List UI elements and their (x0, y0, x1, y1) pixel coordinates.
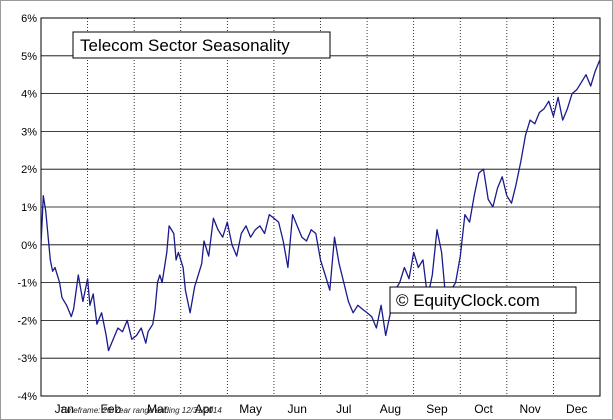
x-axis-ticks: Jan Feb Mar Apr May Jun Jul Aug Sep Oct Nov Dec (55, 402, 588, 416)
x-tick-label: Jan (55, 402, 74, 416)
y-tick-label: 1% (21, 202, 37, 214)
x-tick-label: Mar (147, 402, 168, 416)
y-tick-label: 4% (21, 89, 37, 101)
y-tick-label: 5% (21, 51, 37, 63)
chart-title: Telecom Sector Seasonality (80, 36, 290, 55)
x-tick-label: Oct (474, 402, 493, 416)
y-tick-label: -2% (17, 315, 37, 327)
series-line (40, 59, 601, 352)
x-tick-label: Jul (336, 402, 351, 416)
x-tick-label: Aug (380, 402, 401, 416)
grid-layer (41, 18, 600, 396)
footnote: Timeframe: 20-Year range ending 12/31/20… (60, 406, 222, 415)
title-box (72, 31, 331, 59)
series-layer (40, 59, 601, 352)
x-tick-label: Apr (195, 402, 214, 416)
y-axis-ticks: -4% -3% -2% -1% 0% 1% 2% 3% 4% 5% 6% (17, 13, 37, 403)
y-tick-label: -4% (17, 391, 37, 403)
y-tick-label: -1% (17, 278, 37, 290)
x-tick-label: May (239, 402, 262, 416)
x-tick-label: Jun (288, 402, 307, 416)
x-tick-label: Dec (566, 402, 587, 416)
y-tick-label: 3% (21, 126, 37, 138)
x-tick-label: Feb (101, 402, 122, 416)
watermark: © EquityClock.com (396, 291, 540, 310)
y-tick-label: 2% (21, 164, 37, 176)
y-tick-label: 6% (21, 13, 37, 25)
watermark-box (389, 286, 577, 314)
x-tick-label: Nov (519, 402, 540, 416)
x-tick-label: Sep (426, 402, 448, 416)
y-tick-label: -3% (17, 353, 37, 365)
y-tick-label: 0% (21, 240, 37, 252)
